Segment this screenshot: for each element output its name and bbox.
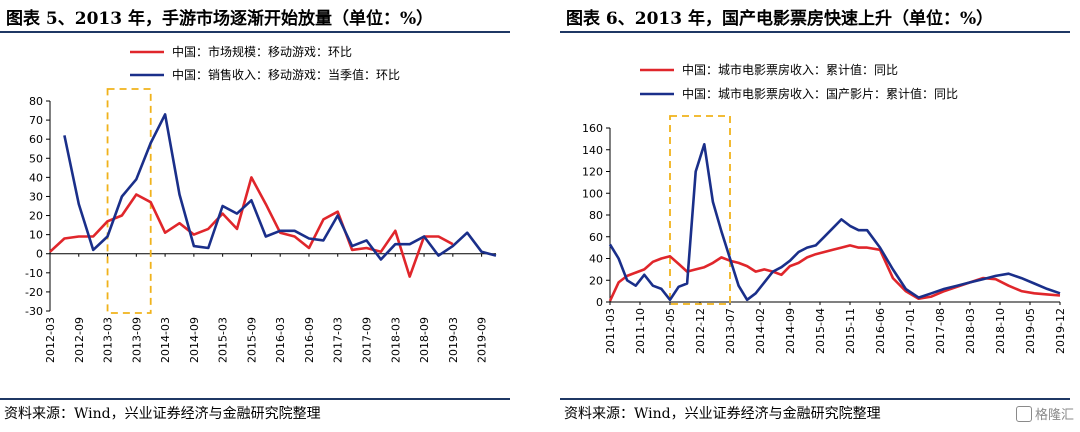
x-tick-label: 2017-08	[934, 308, 947, 354]
legend-label: 中国：市场规模：移动游戏：环比	[172, 44, 352, 59]
x-tick-label: 2019-05	[1024, 308, 1037, 354]
x-tick-label: 2018-03	[964, 308, 977, 354]
y-tick-label: 100	[582, 187, 603, 200]
chart-panel-right: 图表 6、2013 年，国产电影票房快速上升（单位：%） 0 20 40 60 80 10…	[560, 0, 1080, 432]
x-tick-label: 2017-01	[904, 308, 917, 354]
top-rule	[560, 31, 1070, 33]
legend-label: 中国：销售收入：移动游戏：当季值：环比	[172, 67, 400, 82]
y-tick-label: 80	[29, 95, 43, 108]
series-line-red	[608, 244, 1061, 302]
y-tick-label: 0	[36, 248, 43, 261]
highlight-box	[106, 88, 152, 314]
x-tick-label: 2014-02	[754, 308, 767, 354]
chart-title: 图表 5、2013 年，手游市场逐渐开始放量（单位：%）	[6, 9, 434, 29]
x-tick-label: 2018-09	[418, 317, 431, 363]
y-tick-label: 160	[582, 122, 603, 135]
x-tick-label: 2017-03	[332, 317, 345, 363]
x-tick-label: 2013-03	[102, 317, 115, 363]
x-tick-label: 2011-10	[634, 308, 647, 354]
x-tick-label: 2018-03	[389, 317, 402, 363]
x-tick-label: 2015-11	[844, 308, 857, 354]
watermark-logo-icon	[1015, 406, 1032, 422]
x-tick-label: 2011-03	[604, 308, 617, 354]
y-tick-label: 10	[29, 229, 43, 242]
y-tick-label: 140	[582, 144, 603, 157]
x-tick-label: 2012-03	[44, 317, 57, 363]
y-tick-label: -20	[25, 286, 43, 299]
y-tick-label: 70	[29, 114, 43, 127]
chart-panel-left: 图表 5、2013 年，手游市场逐渐开始放量（单位：%） -30 -20 -10 0 1…	[0, 0, 520, 432]
x-tick-label: 2018-10	[994, 308, 1007, 354]
source-note: 资料来源：Wind，兴业证券经济与金融研究院整理	[564, 406, 881, 422]
x-tick-label: 2016-09	[303, 317, 316, 363]
x-tick-label: 2014-09	[188, 317, 201, 363]
source-note: 资料来源：Wind，兴业证券经济与金融研究院整理	[4, 406, 321, 422]
x-tick-label: 2012-12	[694, 308, 707, 354]
x-tick-label: 2015-04	[814, 308, 827, 354]
legend-label: 中国：城市电影票房收入：累计值：同比	[682, 62, 898, 77]
y-tick-label: 40	[29, 171, 43, 184]
y-tick-label: -30	[25, 305, 43, 318]
y-tick-label: 80	[589, 209, 603, 222]
y-tick-label: 60	[29, 133, 43, 146]
bottom-rule	[560, 398, 1070, 400]
bottom-rule	[0, 398, 510, 400]
x-tick-label: 2015-09	[245, 317, 258, 363]
x-tick-label: 2017-09	[361, 317, 374, 363]
y-tick-label: 60	[589, 231, 603, 244]
x-tick-label: 2013-09	[130, 317, 143, 363]
highlight-box	[669, 115, 731, 305]
series-line-blue	[608, 143, 1061, 302]
y-tick-label: 120	[582, 166, 603, 179]
series-line-red	[49, 176, 454, 278]
y-tick-label: 20	[589, 274, 603, 287]
x-tick-label: 2015-03	[217, 317, 230, 363]
x-tick-label: 2016-03	[274, 317, 287, 363]
chart-title: 图表 6、2013 年，国产电影票房快速上升（单位：%）	[566, 9, 994, 29]
x-tick-label: 2012-05	[664, 308, 677, 354]
x-tick-label: 2013-07	[724, 308, 737, 354]
chart-plot: 0 20 40 60 80 100 120 140 160 2011-03 2011-10 2012-…	[582, 62, 1067, 354]
x-tick-label: 2014-03	[159, 317, 172, 363]
y-tick-label: 50	[29, 152, 43, 165]
x-tick-label: 2014-09	[784, 308, 797, 354]
watermark: 格隆汇	[1015, 404, 1074, 423]
y-tick-label: 30	[29, 190, 43, 203]
x-tick-label: 2019-03	[447, 317, 460, 363]
y-tick-label: 40	[589, 253, 603, 266]
x-tick-label: 2019-09	[476, 317, 489, 363]
y-tick-label: -10	[25, 267, 43, 280]
y-tick-label: 0	[596, 296, 603, 309]
legend-label: 中国：城市电影票房收入：国产影片：累计值：同比	[682, 86, 958, 101]
chart-plot: -30 -20 -10 0 10 20 30 40 50 60 70 80 2012-03 2012-09…	[25, 44, 497, 363]
x-tick-label: 2012-09	[73, 317, 86, 363]
x-tick-label: 2016-06	[874, 308, 887, 354]
top-rule	[0, 31, 510, 33]
y-tick-label: 20	[29, 210, 43, 223]
watermark-text: 格隆汇	[1034, 408, 1074, 423]
x-tick-label: 2019-12	[1054, 308, 1067, 354]
series-line-blue	[63, 113, 497, 261]
